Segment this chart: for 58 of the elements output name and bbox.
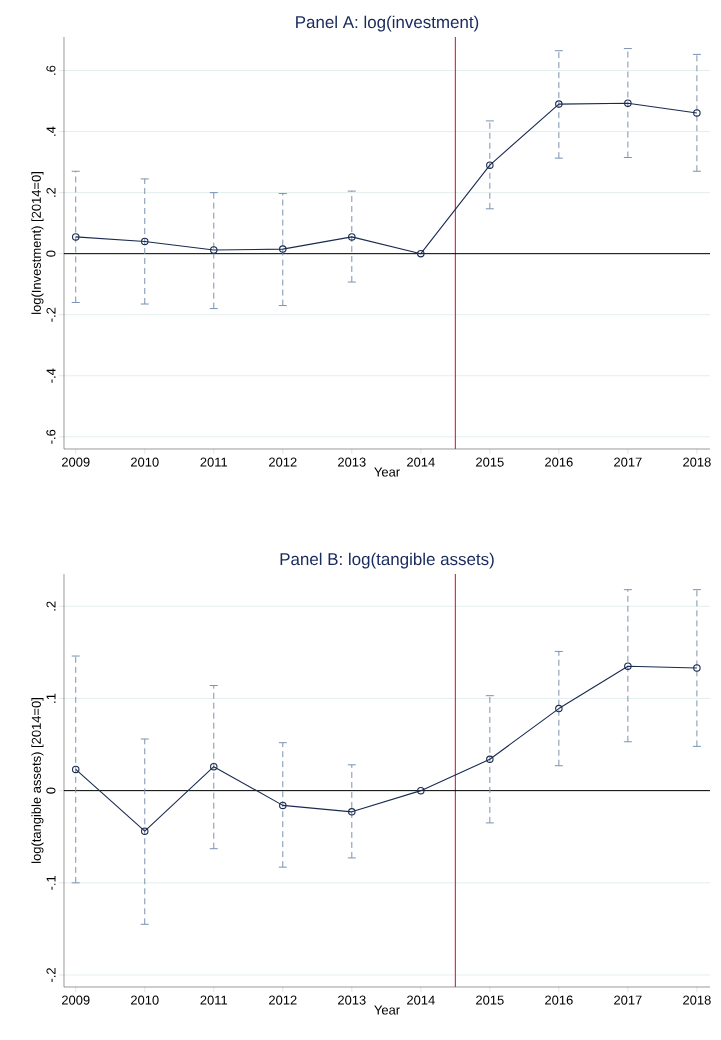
x-tick-label: 2018 <box>683 457 711 467</box>
x-tick-label: 2018 <box>683 995 711 1005</box>
point <box>693 664 701 672</box>
point <box>486 755 494 764</box>
point <box>417 249 425 258</box>
y-tick-label: .6 <box>46 65 56 75</box>
point <box>279 801 287 810</box>
chart-title: Panel A: log(investment) <box>296 15 479 32</box>
point <box>417 786 425 795</box>
point <box>71 765 80 774</box>
y-tick-label: .2 <box>46 601 56 611</box>
point <box>141 827 149 835</box>
x-axis-title: Year <box>374 1005 400 1015</box>
point <box>141 237 149 246</box>
point <box>71 233 80 241</box>
x-tick-label: 2010 <box>131 995 159 1005</box>
point <box>210 762 218 771</box>
x-tick-label: 2017 <box>614 995 642 1005</box>
y-tick-label: -.2 <box>46 307 56 322</box>
y-tick-label: .1 <box>46 693 56 703</box>
x-tick-label: 2012 <box>269 995 297 1005</box>
point <box>348 233 356 241</box>
point <box>555 100 563 108</box>
x-tick-label: 2015 <box>476 457 504 467</box>
x-tick-label: 2011 <box>200 457 228 467</box>
point <box>555 704 563 713</box>
x-tick-label: 2017 <box>614 457 642 467</box>
point <box>279 245 287 253</box>
x-tick-label: 2013 <box>338 995 366 1005</box>
x-tick-label: 2014 <box>407 995 435 1005</box>
y-axis-title: log(Investment) [2014=0] <box>31 172 44 314</box>
x-tick-label: 2009 <box>61 457 90 467</box>
x-tick-label: 2010 <box>131 457 159 467</box>
x-axis-title: Year <box>374 467 400 477</box>
point <box>348 808 356 816</box>
point <box>624 662 632 670</box>
y-tick-label: -.1 <box>46 875 56 890</box>
y-tick-label: 0 <box>46 787 56 794</box>
y-tick-label: -.4 <box>46 368 56 383</box>
y-axis-title: log(tangible assets) [2014=0] <box>31 698 44 863</box>
point <box>210 246 218 254</box>
y-tick-label: -.6 <box>46 429 56 444</box>
x-tick-label: 2016 <box>545 457 573 467</box>
x-tick-label: 2016 <box>545 995 573 1005</box>
point <box>693 109 701 117</box>
x-tick-label: 2011 <box>200 995 228 1005</box>
x-tick-label: 2014 <box>407 457 435 467</box>
x-tick-label: 2013 <box>338 457 366 467</box>
x-tick-label: 2009 <box>61 995 90 1005</box>
y-tick-label: -.2 <box>46 968 56 982</box>
x-tick-label: 2015 <box>476 995 504 1005</box>
y-tick-label: .4 <box>46 126 56 136</box>
chart-title: Panel B: log(tangible assets) <box>280 552 494 569</box>
y-tick-label: 0 <box>46 250 56 257</box>
x-tick-label: 2012 <box>269 457 297 467</box>
point <box>486 161 494 169</box>
point <box>624 99 632 107</box>
y-tick-label: .2 <box>46 187 56 197</box>
